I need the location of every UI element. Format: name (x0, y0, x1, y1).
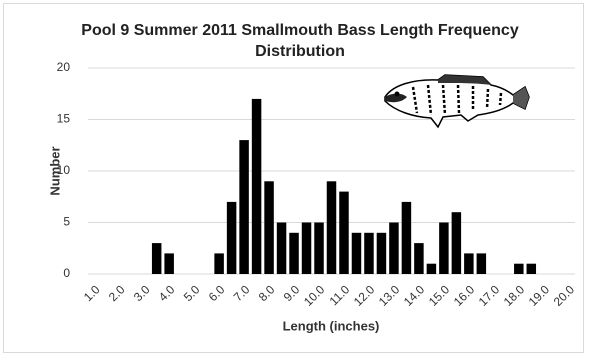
x-tick-label: 14.0 (401, 282, 428, 309)
bar (452, 212, 461, 274)
bar (252, 99, 261, 274)
x-tick-label: 8.0 (256, 282, 278, 304)
bar (277, 223, 286, 275)
bar (364, 233, 373, 274)
page: Number Length (inches) 051015201.02.03.0… (0, 0, 589, 358)
y-tick-label: 20 (57, 60, 71, 74)
bar (264, 181, 273, 274)
x-tick-label: 18.0 (501, 282, 528, 309)
x-tick-label: 3.0 (131, 282, 153, 304)
bar (352, 233, 361, 274)
x-tick-label: 10.0 (301, 282, 328, 309)
y-tick-label: 5 (63, 215, 70, 229)
x-tick-label: 6.0 (206, 282, 228, 304)
x-tick-label: 7.0 (231, 282, 253, 304)
x-tick-label: 17.0 (476, 282, 503, 309)
bar (164, 253, 173, 274)
x-tick-label: 19.0 (526, 282, 553, 309)
bar (152, 243, 161, 274)
bar (339, 192, 348, 274)
x-axis-label: Length (inches) (283, 318, 380, 333)
x-tick-label: 4.0 (156, 282, 178, 304)
x-tick-label: 2.0 (106, 282, 128, 304)
x-tick-label: 11.0 (327, 282, 353, 308)
x-tick-label: 20.0 (551, 282, 578, 309)
bar (439, 223, 448, 275)
bar (327, 181, 336, 274)
bar (427, 264, 436, 274)
bar (302, 223, 311, 275)
bar (377, 233, 386, 274)
bar (389, 223, 398, 275)
y-tick-label: 10 (57, 163, 71, 177)
x-tick-label: 5.0 (181, 282, 203, 304)
bar (214, 253, 223, 274)
bar (402, 202, 411, 274)
bar (314, 223, 323, 275)
x-tick-label: 16.0 (451, 282, 478, 309)
x-tick-label: 1.0 (81, 282, 103, 304)
bar (464, 253, 473, 274)
bar (477, 253, 486, 274)
bar (239, 140, 248, 274)
x-tick-label: 15.0 (426, 282, 453, 309)
bar (289, 233, 298, 274)
y-tick-label: 15 (57, 112, 71, 126)
bar (414, 243, 423, 274)
x-tick-label: 9.0 (281, 282, 303, 304)
y-tick-label: 0 (63, 266, 70, 280)
x-tick-label: 13.0 (376, 282, 403, 309)
x-tick-label: 12.0 (351, 282, 378, 309)
chart-title: Pool 9 Summer 2011 Smallmouth Bass Lengt… (60, 20, 540, 62)
bar (527, 264, 536, 274)
bar (227, 202, 236, 274)
bar (514, 264, 523, 274)
